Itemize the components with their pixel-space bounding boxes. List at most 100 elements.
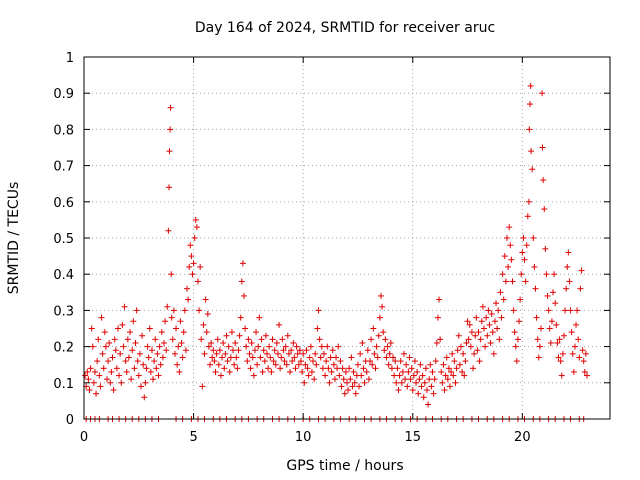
data-point (395, 387, 402, 394)
data-point (410, 372, 417, 379)
data-point (226, 368, 233, 375)
data-point (414, 368, 421, 375)
data-point (402, 376, 409, 383)
data-point (528, 148, 535, 155)
data-point (519, 249, 526, 256)
data-point (357, 350, 364, 357)
data-point (239, 260, 246, 267)
y-tick-label: 0.2 (53, 341, 74, 356)
data-point (120, 343, 127, 350)
data-point (508, 256, 515, 263)
data-point (403, 361, 410, 368)
data-point (531, 263, 538, 270)
data-point (93, 390, 100, 397)
data-point (84, 368, 91, 375)
data-point (258, 336, 265, 343)
data-point (289, 358, 296, 365)
data-point (101, 329, 108, 336)
data-point (209, 354, 216, 361)
data-point (331, 376, 338, 383)
data-point (234, 365, 241, 372)
data-point (407, 376, 414, 383)
data-point (350, 368, 357, 375)
data-point (568, 329, 575, 336)
y-tick-label: 0.7 (53, 160, 74, 175)
data-point (119, 321, 126, 328)
data-point (227, 354, 234, 361)
data-point (322, 372, 329, 379)
data-point (336, 372, 343, 379)
data-point (580, 358, 587, 365)
data-point (526, 126, 533, 133)
data-point (283, 361, 290, 368)
data-point (571, 343, 578, 350)
data-point (530, 235, 537, 241)
data-point (535, 354, 542, 361)
data-point (472, 332, 479, 339)
data-point (373, 343, 380, 350)
data-point (303, 347, 310, 354)
data-point (82, 372, 89, 379)
data-point (238, 278, 245, 285)
data-point (576, 354, 583, 361)
data-point (274, 350, 281, 357)
data-point (392, 358, 399, 365)
data-point (360, 365, 367, 372)
data-point (404, 383, 411, 390)
data-point (91, 368, 98, 375)
data-point (422, 365, 429, 372)
x-tick-label: 10 (295, 430, 312, 445)
data-point (529, 166, 536, 173)
data-point (479, 303, 486, 310)
data-point (293, 343, 300, 350)
data-point (242, 325, 249, 332)
data-point (457, 343, 464, 350)
data-point (319, 365, 326, 372)
data-point (338, 383, 345, 390)
data-point (290, 339, 297, 346)
data-point (307, 343, 314, 350)
data-point (574, 307, 581, 314)
data-point (546, 325, 553, 332)
data-point (423, 387, 430, 394)
data-point (453, 365, 460, 372)
data-point (296, 347, 303, 354)
data-point (437, 336, 444, 343)
data-point (517, 296, 524, 303)
data-point (393, 379, 400, 386)
data-point (159, 354, 166, 361)
data-point (311, 376, 318, 383)
data-point (557, 358, 564, 365)
data-point (364, 347, 371, 354)
data-point (189, 271, 196, 278)
data-point (207, 361, 214, 368)
data-point (547, 339, 554, 346)
data-point (349, 383, 356, 390)
data-point (380, 329, 387, 336)
data-point (464, 318, 471, 325)
data-point (155, 372, 162, 379)
data-point (439, 379, 446, 386)
data-point (436, 296, 443, 303)
data-point (494, 325, 501, 332)
data-point (87, 365, 94, 372)
data-point (498, 314, 505, 321)
data-point (485, 307, 492, 314)
data-point (170, 307, 177, 314)
data-point (156, 343, 163, 350)
data-point (184, 285, 191, 292)
data-point (523, 242, 530, 249)
data-point (417, 361, 424, 368)
data-point (152, 336, 159, 343)
y-tick-label: 0.6 (53, 196, 74, 211)
y-tick-label: 0 (66, 413, 74, 428)
data-point (86, 387, 93, 394)
data-point (420, 394, 427, 401)
data-point (421, 379, 428, 386)
data-point (354, 361, 361, 368)
data-point (448, 368, 455, 375)
data-point (577, 285, 584, 292)
data-point (233, 354, 240, 361)
